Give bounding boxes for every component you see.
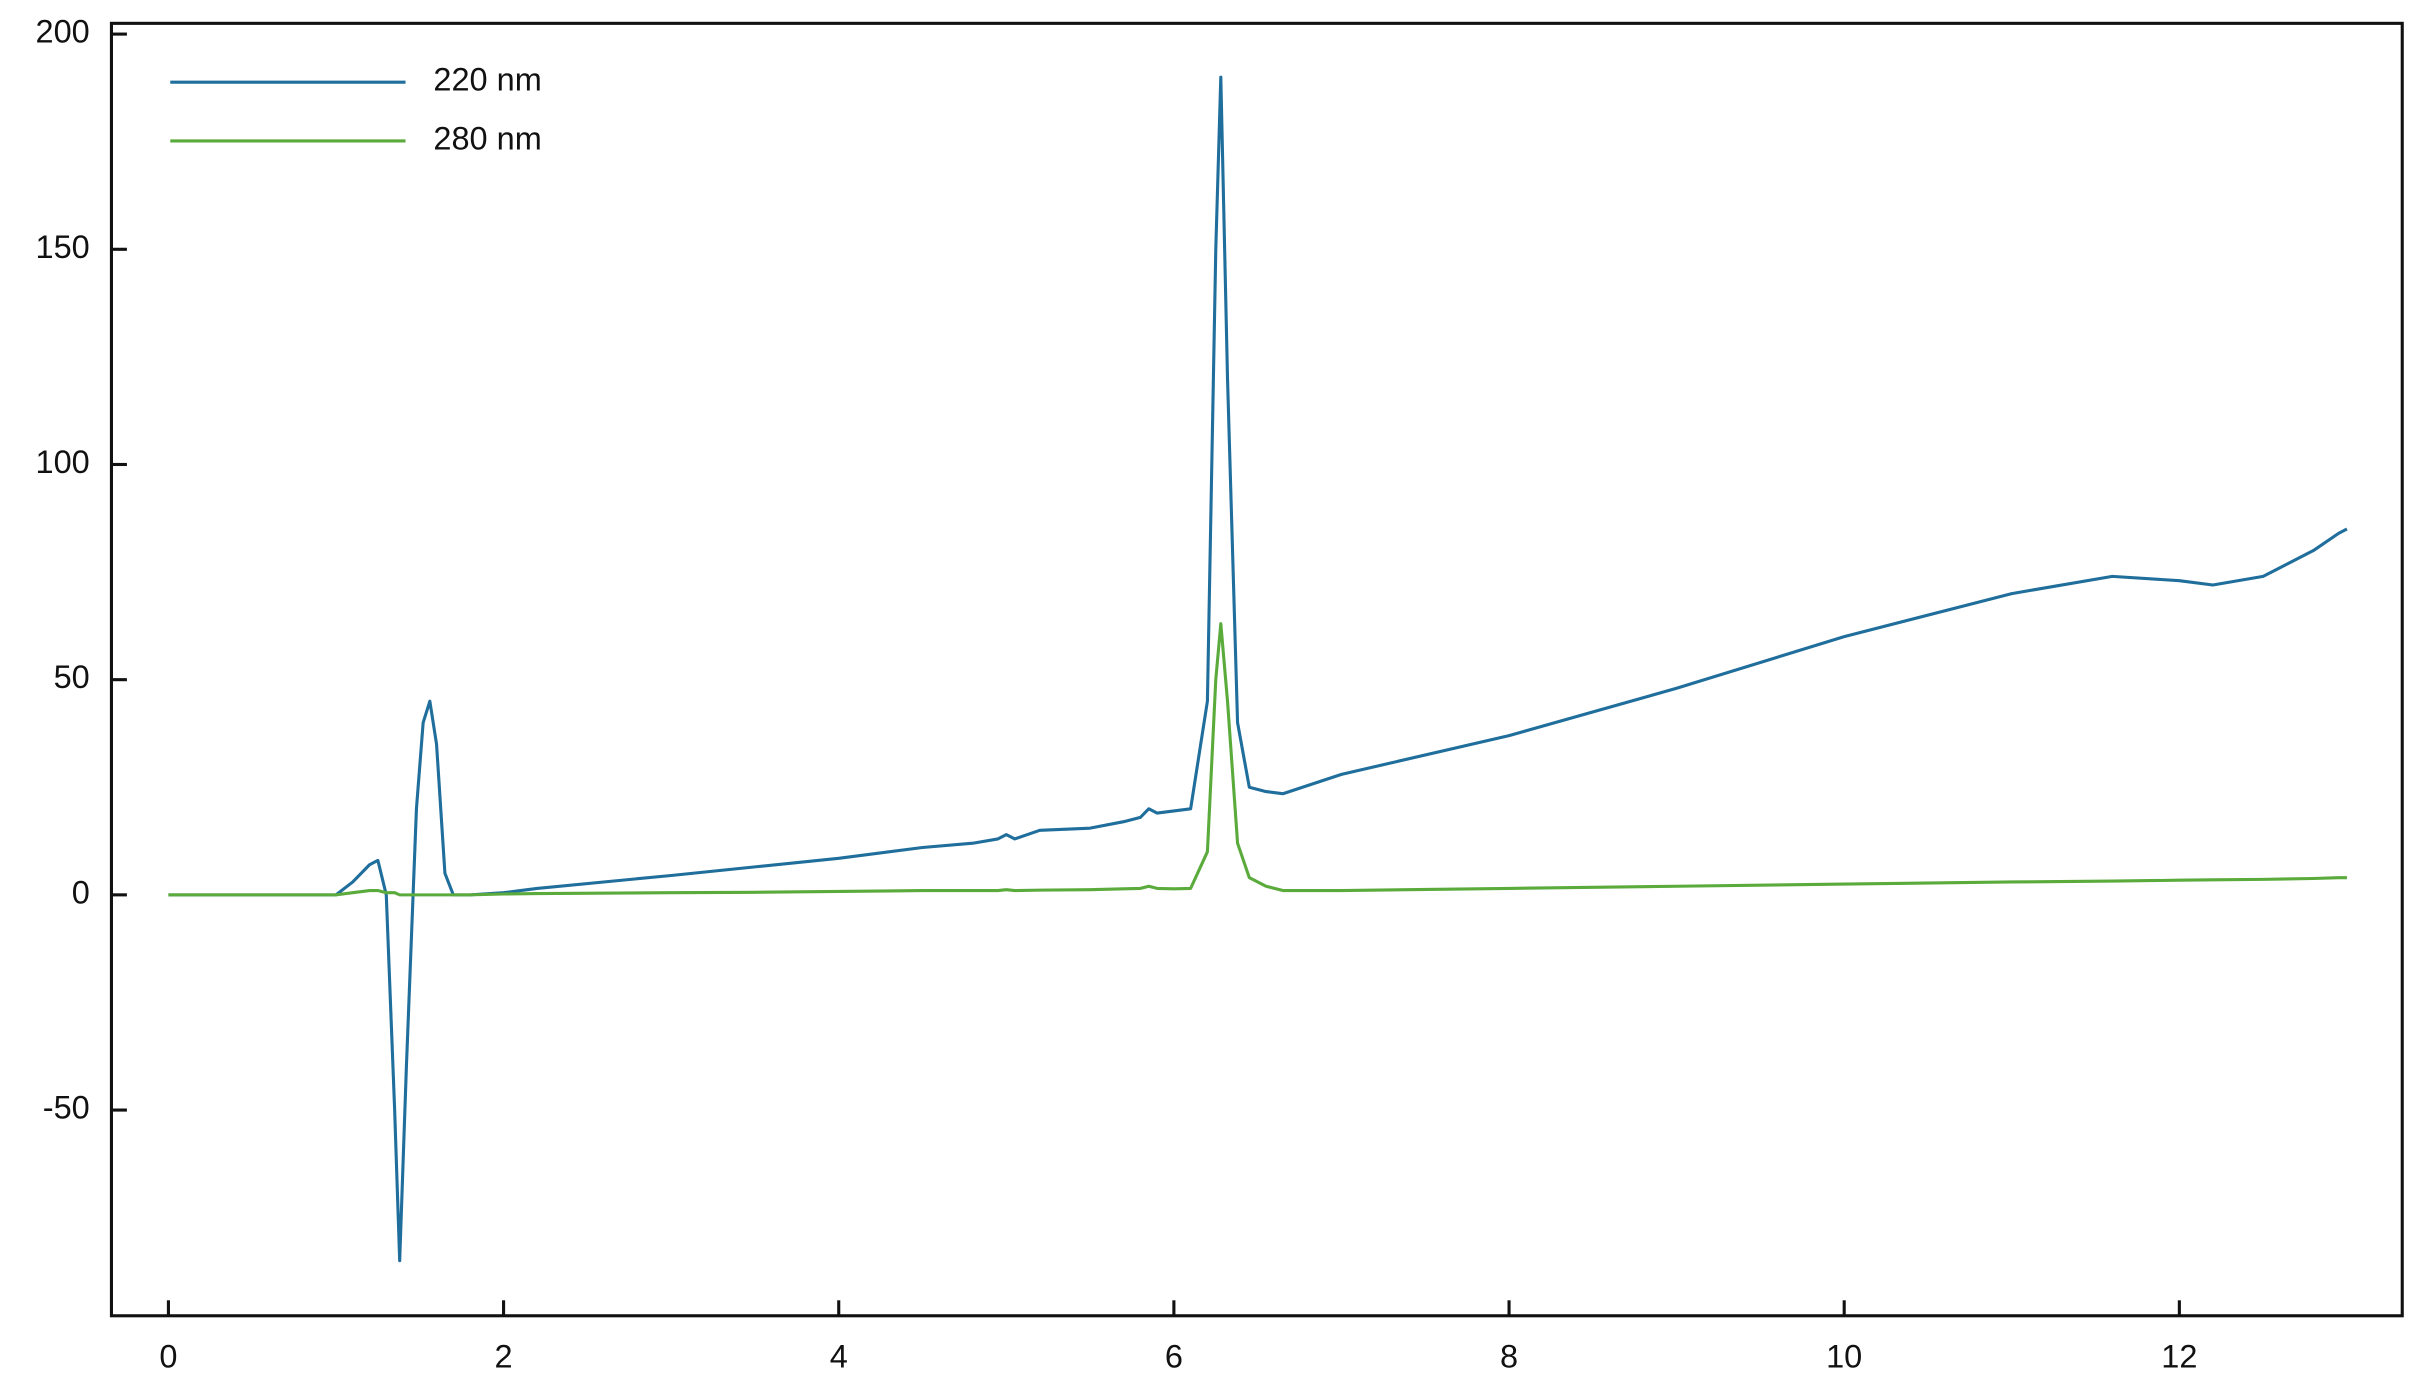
x-tick-label: 6	[1165, 1339, 1183, 1375]
y-tick-label: 200	[36, 14, 90, 50]
y-tick-label: 100	[36, 444, 90, 480]
x-tick-label: 12	[2161, 1339, 2197, 1375]
x-tick-label: 4	[830, 1339, 848, 1375]
plot-frame	[109, 21, 2404, 1318]
data-line	[168, 75, 2348, 1263]
y-tick-label: 50	[54, 659, 90, 695]
legend-label: 220 nm	[433, 62, 541, 98]
y-tick-label: -50	[43, 1090, 90, 1126]
x-tick-label: 0	[159, 1339, 177, 1375]
y-tick-label: 0	[72, 874, 90, 910]
x-tick-label: 2	[495, 1339, 513, 1375]
data-line	[168, 622, 2347, 897]
x-tick-label: 8	[1500, 1339, 1518, 1375]
legend-label: 280 nm	[433, 121, 541, 157]
y-tick-label: 150	[36, 229, 90, 265]
x-tick-label: 10	[1826, 1339, 1862, 1375]
